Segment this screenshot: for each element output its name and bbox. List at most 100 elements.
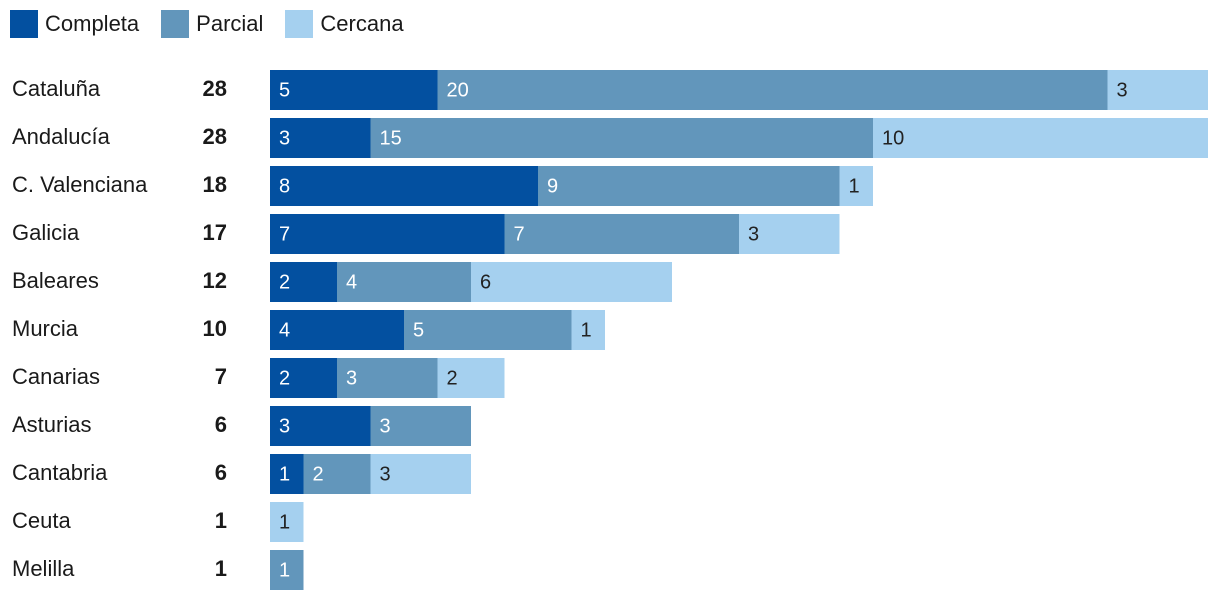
bar-segment-cercana [437, 358, 505, 398]
bar-value-label: 2 [279, 271, 290, 293]
bar-value-label: 1 [849, 175, 860, 197]
bar-segment-parcial [270, 550, 304, 590]
bar-value-label: 2 [313, 463, 324, 485]
bar-row: Melilla 1 1 [12, 550, 304, 590]
bar-value-label: 2 [447, 367, 458, 389]
category-label: Murcia [12, 316, 79, 341]
category-label: Andalucía [12, 124, 111, 149]
bar-row: Cataluña 28 5 20 3 [12, 70, 1208, 110]
bar-segment-completa [270, 358, 337, 398]
total-label: 17 [203, 220, 227, 245]
bar-row: Ceuta 1 1 [12, 502, 304, 542]
bar-row: Cantabria 6 1 2 3 [12, 454, 471, 494]
bar-value-label: 9 [547, 175, 558, 197]
total-label: 6 [215, 460, 227, 485]
total-label: 10 [203, 316, 227, 341]
category-label: Cataluña [12, 76, 101, 101]
bar-value-label: 7 [279, 223, 290, 245]
bar-value-label: 5 [279, 79, 290, 101]
bar-segment-parcial [337, 358, 438, 398]
legend-swatch [10, 10, 38, 38]
legend-item-cercana: Cercana [285, 10, 404, 38]
legend-label: Cercana [320, 11, 404, 36]
bar-row: Asturias 6 3 3 [12, 406, 471, 446]
total-label: 1 [215, 508, 227, 533]
legend-label: Parcial [196, 11, 264, 36]
bar-segment-completa [270, 166, 538, 206]
category-label: Cantabria [12, 460, 108, 485]
category-label: Asturias [12, 412, 91, 437]
bar-segment-cercana [270, 502, 304, 542]
legend-item-completa: Completa [10, 10, 139, 38]
total-label: 1 [215, 556, 227, 581]
bar-row: Canarias 7 2 3 2 [12, 358, 505, 398]
bar-value-label: 1 [279, 559, 290, 581]
bar-value-label: 3 [279, 415, 290, 437]
category-label: Baleares [12, 268, 99, 293]
bar-value-label: 4 [279, 319, 290, 341]
bar-segment-cercana [571, 310, 605, 350]
legend-item-parcial: Parcial [161, 10, 263, 38]
bar-row: Murcia 10 4 5 1 [12, 310, 605, 350]
bar-value-label: 1 [279, 463, 290, 485]
bar-row: C. Valenciana 18 8 9 1 [12, 166, 873, 206]
bar-segment-parcial [437, 70, 1108, 110]
bar-value-label: 3 [346, 367, 357, 389]
category-label: Melilla [12, 556, 75, 581]
bar-value-label: 4 [346, 271, 357, 293]
bar-value-label: 20 [447, 79, 469, 101]
bar-segment-parcial [538, 166, 840, 206]
bar-value-label: 3 [748, 223, 759, 245]
bar-value-label: 3 [380, 463, 391, 485]
bar-segment-completa [270, 406, 371, 446]
total-label: 18 [203, 172, 227, 197]
legend-label: Completa [45, 11, 140, 36]
bar-segment-completa [270, 70, 438, 110]
bar-segment-completa [270, 454, 304, 494]
bar-row: Baleares 12 2 4 6 [12, 262, 672, 302]
bar-segment-cercana [471, 262, 672, 302]
bar-segment-parcial [303, 454, 371, 494]
bar-segment-parcial [404, 310, 572, 350]
total-label: 28 [203, 124, 227, 149]
bar-segment-parcial [370, 406, 471, 446]
bar-segment-parcial [337, 262, 471, 302]
bar-segment-completa [270, 118, 371, 158]
bar-value-label: 1 [279, 511, 290, 533]
total-label: 28 [203, 76, 227, 101]
total-label: 7 [215, 364, 227, 389]
bar-value-label: 2 [279, 367, 290, 389]
bar-segment-cercana [873, 118, 1208, 158]
bar-segment-completa [270, 214, 505, 254]
bar-value-label: 15 [380, 127, 402, 149]
category-label: Galicia [12, 220, 80, 245]
bar-segment-cercana [370, 454, 471, 494]
bar-segment-cercana [739, 214, 840, 254]
bar-value-label: 1 [581, 319, 592, 341]
bar-segment-cercana [839, 166, 873, 206]
bar-segment-cercana [1107, 70, 1208, 110]
bar-value-label: 8 [279, 175, 290, 197]
total-label: 6 [215, 412, 227, 437]
bar-value-label: 3 [1117, 79, 1128, 101]
legend: Completa Parcial Cercana [10, 8, 426, 40]
total-label: 12 [203, 268, 227, 293]
category-label: C. Valenciana [12, 172, 148, 197]
bar-value-label: 3 [279, 127, 290, 149]
bar-segment-parcial [370, 118, 873, 158]
legend-swatch [285, 10, 314, 38]
bar-value-label: 10 [882, 127, 904, 149]
category-label: Canarias [12, 364, 100, 389]
bar-value-label: 7 [514, 223, 525, 245]
bar-row: Andalucía 28 3 15 10 [12, 118, 1208, 158]
bar-row: Galicia 17 7 7 3 [12, 214, 840, 254]
bar-segment-completa [270, 262, 337, 302]
bar-segment-parcial [504, 214, 739, 254]
category-label: Ceuta [12, 508, 71, 533]
bar-value-label: 6 [480, 271, 491, 293]
bar-value-label: 5 [413, 319, 424, 341]
legend-swatch [161, 10, 190, 38]
bar-segment-completa [270, 310, 404, 350]
bar-value-label: 3 [380, 415, 391, 437]
